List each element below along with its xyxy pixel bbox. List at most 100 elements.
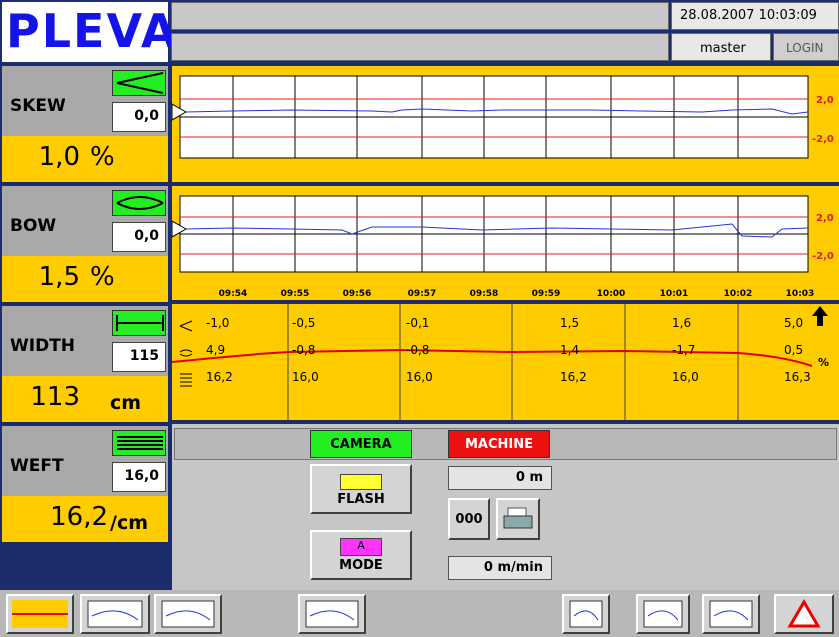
setpoint[interactable]: 16,0: [112, 462, 166, 492]
limit-label: -2,0: [812, 251, 834, 262]
toolbar-button[interactable]: [774, 594, 834, 634]
icon-glyph: [117, 436, 163, 450]
toolbar-button[interactable]: [6, 594, 74, 634]
setpoint[interactable]: 0,0: [112, 102, 166, 132]
table-cell: 5,0: [784, 316, 804, 330]
table-cell: 16,3: [784, 370, 811, 384]
panel-icon: [112, 310, 166, 336]
time-label: 10:02: [724, 289, 753, 299]
toolbar-button[interactable]: [636, 594, 690, 634]
panel-value: 113: [30, 382, 80, 412]
table-cell: 4,9: [206, 343, 226, 357]
panel-value-bg: [2, 496, 168, 542]
toolbar-button[interactable]: [154, 594, 222, 634]
panel-value-bg: [2, 256, 168, 302]
skew-pointer: [172, 103, 188, 121]
panel-unit: /cm: [110, 512, 148, 534]
message-bar: [171, 33, 669, 61]
table-cell: -0,8: [406, 343, 430, 357]
machine-button[interactable]: MACHINE: [448, 430, 550, 458]
table-cell: 16,0: [406, 370, 433, 384]
toolbar-icon: [569, 600, 603, 628]
grid: [180, 76, 808, 272]
printer-icon: [503, 507, 533, 529]
time-label: 09:57: [408, 289, 437, 299]
table-cell: -0,1: [406, 316, 430, 330]
up-arrow: [812, 306, 828, 326]
panel-value: 1,0: [38, 142, 80, 172]
panel-value: 16,2: [50, 502, 108, 532]
mode-label: MODE: [339, 558, 383, 573]
toolbar-icon: [12, 600, 68, 628]
flash-icon: [340, 474, 382, 490]
bow-trace: [185, 223, 809, 238]
setpoint[interactable]: 115: [112, 342, 166, 372]
limit-label: 2,0: [816, 95, 834, 106]
panel-label: SKEW: [10, 96, 66, 116]
time-label: 09:54: [219, 289, 248, 299]
bow-pointer: [172, 220, 188, 238]
table-cell: 0,5: [784, 343, 804, 357]
profile-curve: [172, 348, 813, 367]
panel-label: WEFT: [10, 456, 64, 476]
time-label: 09:59: [532, 289, 561, 299]
time-label: 09:58: [470, 289, 499, 299]
skew-trace: [185, 108, 809, 115]
toolbar-icon: [305, 600, 359, 628]
toolbar-icon: [161, 600, 215, 628]
toolbar-icon: [709, 600, 753, 628]
table-unit: %: [818, 356, 830, 369]
setpoint[interactable]: 0,0: [112, 222, 166, 252]
camera-button[interactable]: CAMERA: [310, 430, 412, 458]
toolbar-button[interactable]: [298, 594, 366, 634]
mode-icon: A: [340, 538, 382, 556]
length-field: 0 m: [448, 466, 552, 490]
flash-label: FLASH: [337, 492, 385, 507]
toolbar-icon: [87, 600, 143, 628]
table-cell: 16,0: [672, 370, 699, 384]
panel-icon: [112, 430, 166, 456]
toolbar-button[interactable]: [562, 594, 610, 634]
panel-unit: cm: [110, 392, 142, 414]
time-label: 10:01: [660, 289, 689, 299]
status-bar: [171, 2, 669, 30]
table-cell: 16,2: [560, 370, 587, 384]
panel-icon: [112, 190, 166, 216]
trend-charts: 2,0 -2,0 2,0 -2,0 09:54 09:55 09:56 09:57 09…: [172, 66, 839, 300]
toolbar-button[interactable]: [80, 594, 150, 634]
toolbar-icon: [643, 600, 683, 628]
table-cell: 16,0: [292, 370, 319, 384]
time-label: 10:03: [786, 289, 815, 299]
toolbar-button[interactable]: [702, 594, 760, 634]
limit-label: 2,0: [816, 213, 834, 224]
profile-table: -1,0 -0,5 -0,1 1,5 1,6 5,0 4,9 -0,8 -0,8 1,4 -1,7 0…: [172, 304, 839, 420]
user: master: [671, 33, 771, 61]
print-button[interactable]: [496, 498, 540, 540]
time-label: 10:00: [597, 289, 626, 299]
time-label: 09:55: [281, 289, 310, 299]
logo-box: PLEVA: [2, 2, 177, 62]
icon-glyph: [116, 72, 164, 94]
logo: PLEVA: [6, 4, 179, 58]
table-cell: -0,5: [292, 316, 316, 330]
speed-field: 0 m/min: [448, 556, 552, 580]
table-graphics: [172, 304, 828, 420]
login-button[interactable]: LOGIN: [773, 33, 839, 61]
skew-icon: [179, 320, 193, 332]
time-label: 09:56: [343, 289, 372, 299]
counter-button[interactable]: 000: [448, 498, 490, 540]
panel-value-bg: [2, 136, 168, 182]
panel-value: 1,5: [38, 262, 80, 292]
bow-icon: [179, 349, 193, 357]
panel-icon: [112, 70, 166, 96]
icon-glyph: [116, 196, 164, 210]
icon-glyph: [116, 315, 164, 331]
table-cell: -1,7: [672, 343, 696, 357]
limit-lines: [180, 98, 808, 255]
table-cell: 1,5: [560, 316, 580, 330]
flash-button[interactable]: FLASH: [310, 464, 412, 514]
table-cell: -0,8: [292, 343, 316, 357]
weft-icon: [180, 373, 192, 387]
mode-button[interactable]: A MODE: [310, 530, 412, 580]
